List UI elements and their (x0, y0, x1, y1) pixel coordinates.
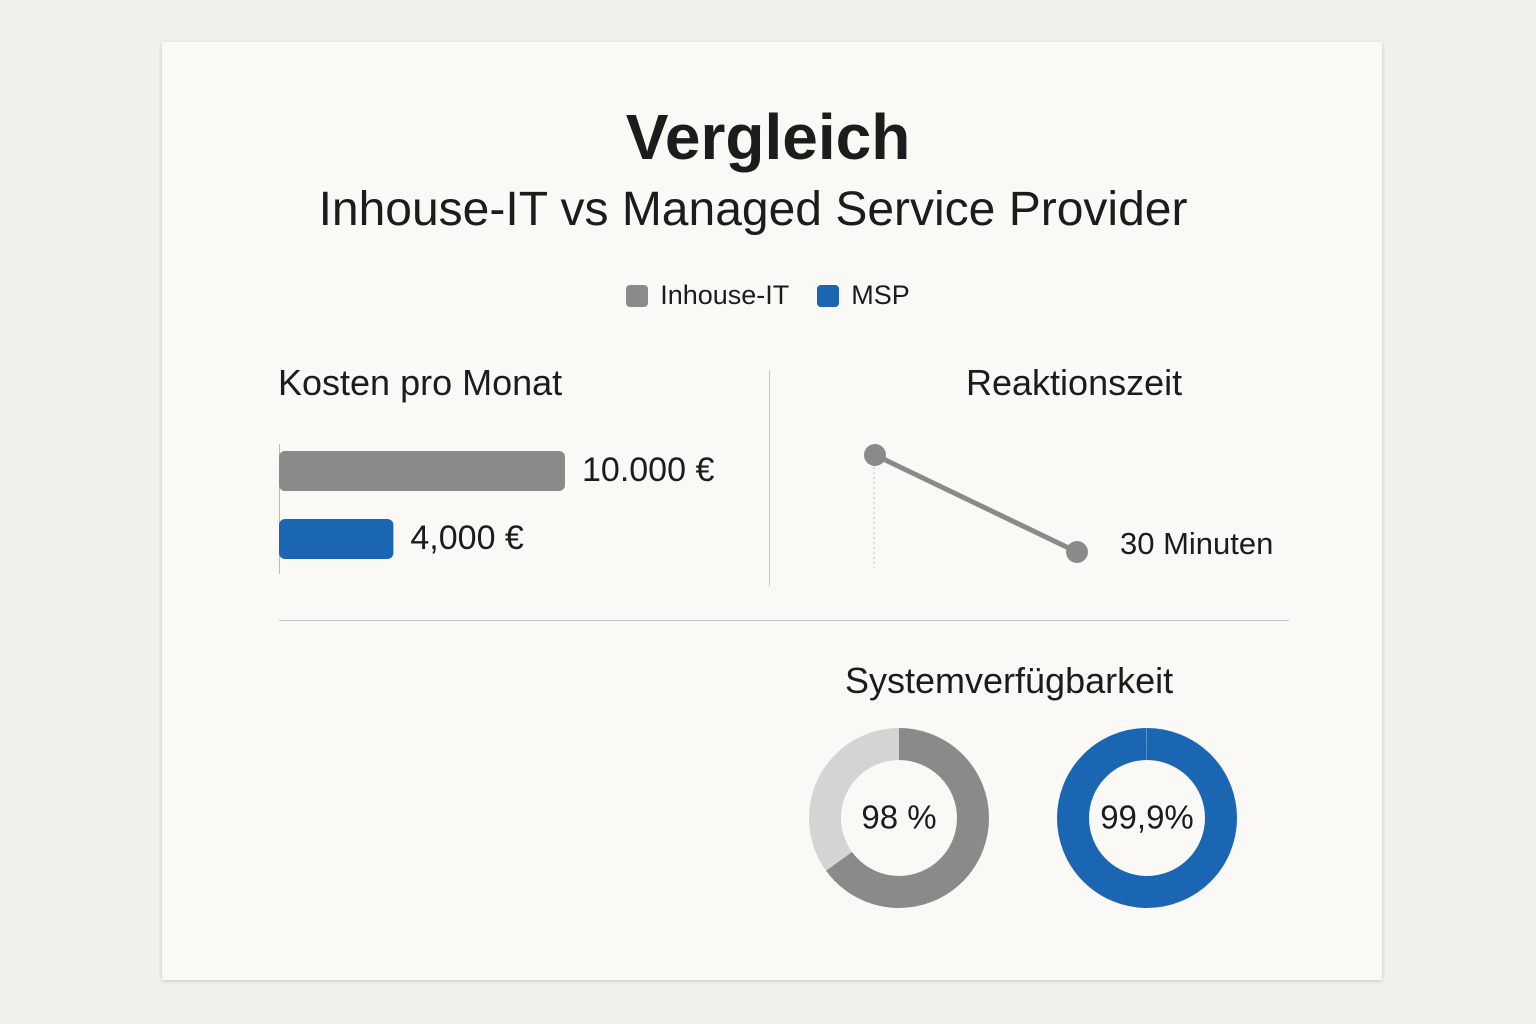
page-title: Vergleich (625, 101, 911, 173)
donut-msp-label: 99,9% (1100, 799, 1194, 836)
cost-value-label-inhouse: 10.000 € (582, 451, 714, 489)
cost-bar-msp (279, 519, 394, 559)
response-chart-title: Reaktionszeit (966, 362, 1183, 403)
cost-chart-title: Kosten pro Monat (278, 362, 563, 403)
legend-item-msp: MSP (817, 280, 910, 311)
response-point-start (864, 444, 886, 466)
donut-inhouse-label: 98 % (861, 799, 936, 836)
donut-inhouse: 98 % (809, 728, 989, 908)
horizontal-divider (279, 620, 1289, 621)
response-line (873, 452, 1079, 555)
legend-swatch-msp (817, 284, 840, 307)
vertical-divider (769, 370, 770, 586)
page-subtitle: Inhouse-IT vs Managed Service Provider (318, 183, 1188, 236)
response-annotation: 30 Minuten (1120, 526, 1273, 561)
response-point-end (1066, 541, 1088, 563)
legend-label-msp: MSP (851, 280, 910, 310)
legend-swatch-inhouse (626, 284, 649, 307)
legend-item-inhouse: Inhouse-IT (626, 280, 789, 311)
legend-label-inhouse: Inhouse-IT (660, 280, 790, 310)
legend: Inhouse-IT MSP (0, 280, 1536, 311)
availability-chart-title: Systemverfügbarkeit (845, 660, 1174, 701)
donut-inhouse-arc (809, 728, 989, 908)
cost-value-label-msp: 4,000 € (410, 519, 524, 557)
donut-msp: 99,9% (1057, 728, 1237, 908)
chart-card (162, 42, 1382, 980)
cost-bar-inhouse (279, 451, 565, 491)
donut-msp-arc (1057, 728, 1237, 908)
